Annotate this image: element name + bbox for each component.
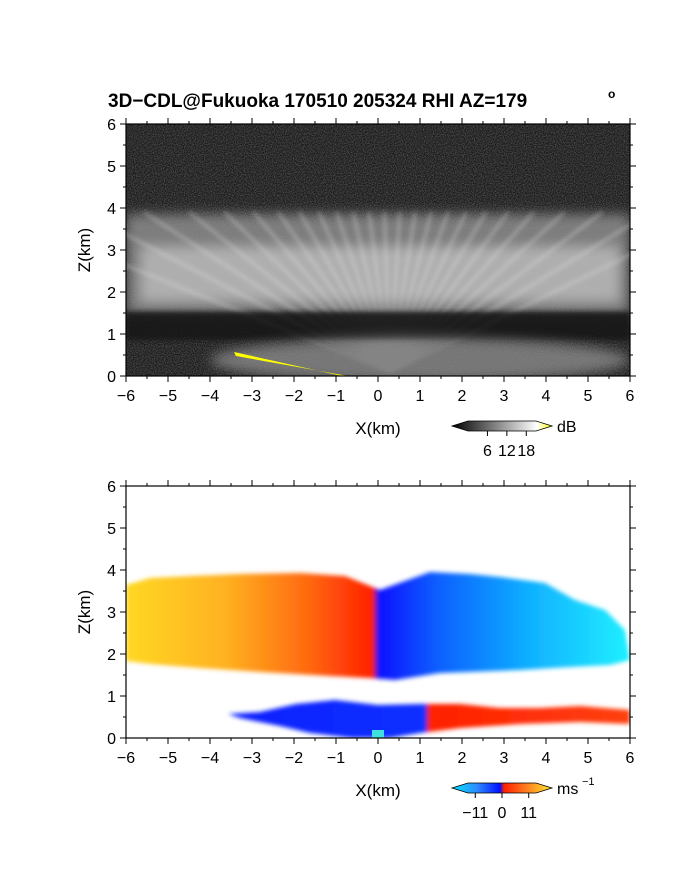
velocity-colorbar-unit: ms: [557, 781, 578, 798]
y-tick-label: 1: [107, 327, 116, 344]
x-tick-label: −3: [243, 750, 261, 767]
x-tick-label: −6: [117, 750, 135, 767]
y-tick-label: 4: [107, 563, 116, 580]
velocity-ylabel: Z(km): [75, 590, 94, 634]
x-tick-label: 2: [458, 388, 467, 405]
reflectivity-dark-band: [126, 312, 630, 340]
x-tick-label: −6: [117, 388, 135, 405]
x-tick-label: 0: [374, 750, 383, 767]
x-tick-label: 6: [626, 750, 635, 767]
reflectivity-colorbar-unit: dB: [557, 419, 577, 436]
x-tick-label: −2: [285, 750, 303, 767]
y-tick-label: 3: [107, 605, 116, 622]
velocity-xlabel: X(km): [355, 781, 400, 800]
y-tick-label: 2: [107, 285, 116, 302]
velocity-upper-layer: [126, 572, 630, 680]
x-tick-label: 6: [626, 388, 635, 405]
y-tick-label: 0: [107, 369, 116, 386]
velocity-colorbar-ticks: −11 0 11: [462, 793, 537, 822]
x-tick-label: 4: [542, 388, 551, 405]
y-tick-label: 5: [107, 521, 116, 538]
y-tick-label: 0: [107, 731, 116, 748]
x-tick-label: 4: [542, 750, 551, 767]
x-tick-label: 3: [500, 750, 509, 767]
velocity-panel: −6 −5 −4 −3 −2 −1 0 1 2 3 4 5 6 0 1 2 3 4 5 6 X(km) Z(km) −…: [75, 479, 636, 822]
colorbar-tick-label: 18: [517, 443, 535, 460]
x-tick-label: −4: [201, 388, 219, 405]
x-tick-label: −5: [159, 750, 177, 767]
velocity-colorbar-unit-exponent: −1: [582, 776, 595, 788]
x-tick-label: 5: [584, 388, 593, 405]
y-tick-label: 4: [107, 201, 116, 218]
x-tick-label: −1: [327, 388, 345, 405]
colorbar-tick-label: 6: [483, 443, 492, 460]
reflectivity-ylabel: Z(km): [75, 228, 94, 272]
x-tick-label: −5: [159, 388, 177, 405]
x-tick-label: −3: [243, 388, 261, 405]
x-tick-label: −4: [201, 750, 219, 767]
colorbar-tick-label: 11: [520, 805, 537, 822]
x-tick-label: −2: [285, 388, 303, 405]
y-tick-label: 3: [107, 243, 116, 260]
x-tick-label: 1: [416, 750, 425, 767]
x-tick-label: 1: [416, 388, 425, 405]
colorbar-tick-label: 12: [498, 443, 516, 460]
y-tick-label: 5: [107, 159, 116, 176]
velocity-axes: −6 −5 −4 −3 −2 −1 0 1 2 3 4 5 6 0 1 2 3 4 5 6: [107, 479, 636, 767]
y-tick-label: 1: [107, 689, 116, 706]
figure-title-superscript: o: [608, 87, 615, 101]
reflectivity-colorbar-ticks: 6 12 18: [483, 431, 535, 460]
y-tick-label: 6: [107, 479, 116, 496]
velocity-surface-return: [372, 730, 384, 738]
x-tick-label: 3: [500, 388, 509, 405]
reflectivity-colorbar-ramp: [450, 420, 554, 432]
x-tick-label: 5: [584, 750, 593, 767]
reflectivity-axes: −6 −5 −4 −3 −2 −1 0 1 2 3 4 5 6 0 1 2 3 4 5 6: [107, 117, 636, 405]
x-tick-label: 0: [374, 388, 383, 405]
x-tick-label: −1: [327, 750, 345, 767]
velocity-colorbar-ramp: [450, 782, 554, 794]
x-tick-label: 2: [458, 750, 467, 767]
y-tick-label: 6: [107, 117, 116, 134]
velocity-lower-layer: [228, 700, 630, 738]
reflectivity-lower-layer: [210, 338, 630, 376]
colorbar-tick-label: −11: [462, 805, 488, 822]
velocity-colorbar: −11 0 11 ms −1: [450, 776, 595, 822]
y-tick-label: 2: [107, 647, 116, 664]
reflectivity-xlabel: X(km): [355, 419, 400, 438]
reflectivity-colorbar: 6 12 18 dB: [450, 419, 577, 460]
colorbar-tick-label: 0: [498, 805, 507, 822]
figure-title: 3D−CDL@Fukuoka 170510 205324 RHI AZ=179: [108, 91, 527, 112]
